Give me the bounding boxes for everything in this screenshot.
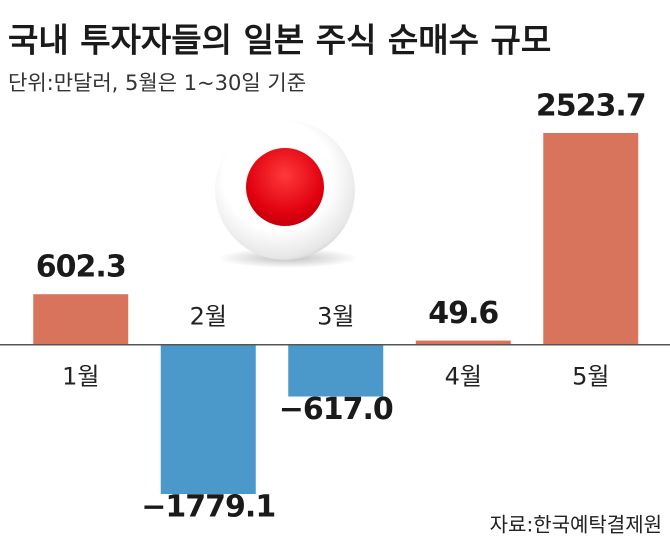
x-tick-label: 4월 <box>445 363 482 391</box>
bar <box>160 344 256 494</box>
bar <box>415 340 511 345</box>
bar <box>543 133 639 345</box>
value-label: −617.0 <box>279 392 393 427</box>
x-tick-label: 3월 <box>317 303 354 331</box>
x-tick-label: 5월 <box>572 363 609 391</box>
bar <box>33 294 129 345</box>
chart-title: 국내 투자자들의 일본 주식 순매수 규모 <box>8 21 551 60</box>
flag-decoration <box>215 120 358 268</box>
value-label: −1779.1 <box>141 490 275 525</box>
source: 자료:한국예탁결제원 <box>490 513 662 537</box>
x-tick-label: 1월 <box>62 363 99 391</box>
value-label: 2523.7 <box>536 89 646 124</box>
value-label: 49.6 <box>428 296 498 331</box>
bar <box>288 344 384 397</box>
x-tick-label: 2월 <box>190 303 227 331</box>
value-label: 602.3 <box>36 250 126 285</box>
chart-subtitle: 단위:만달러, 5월은 1~30일 기준 <box>8 71 306 95</box>
